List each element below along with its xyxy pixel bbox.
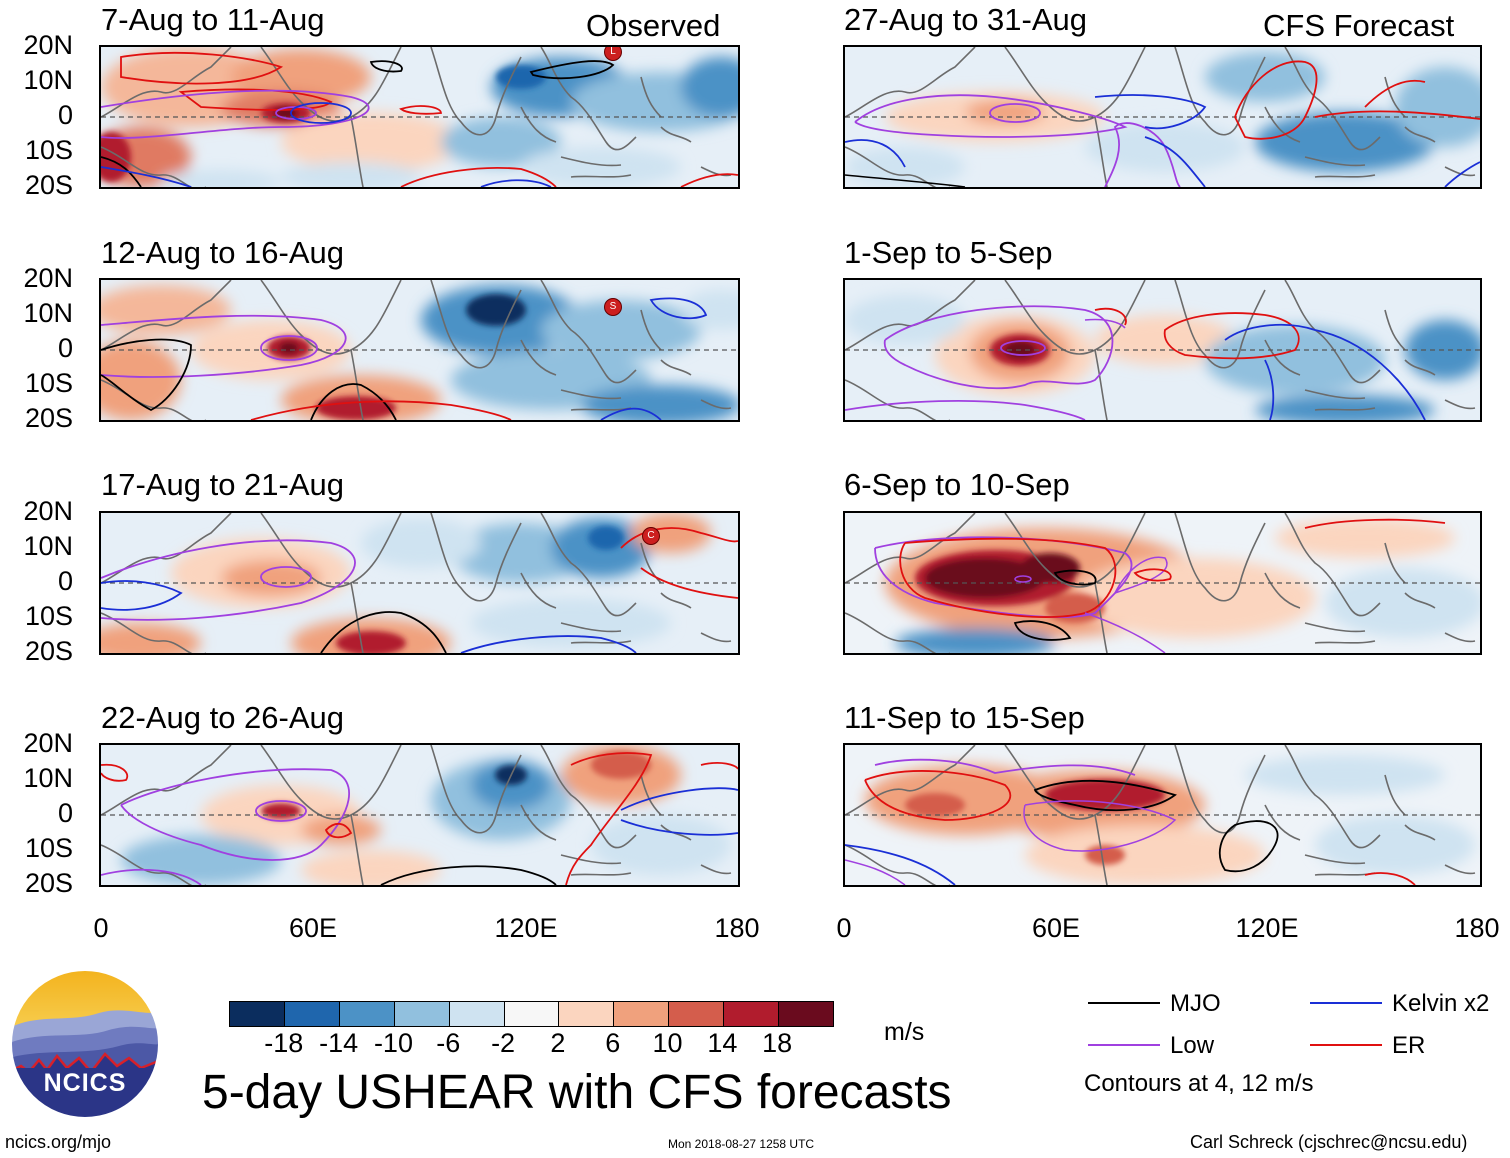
colorbar-tick-label: 14	[707, 1028, 738, 1058]
lat-label: 0	[57, 100, 73, 130]
map-panel-7	[843, 511, 1482, 655]
lat-label: 0	[57, 333, 73, 363]
lat-label: 10S	[24, 368, 73, 398]
panel-title-6: 1-Sep to 5-Sep	[844, 235, 1053, 270]
map-panel-1: L	[99, 45, 740, 189]
lat-label: 10N	[23, 65, 73, 95]
legend-line-low	[1088, 1044, 1160, 1046]
lat-label: 10S	[24, 833, 73, 863]
footer-credit: Carl Schreck (cjschrec@ncsu.edu)	[1190, 1132, 1468, 1152]
lat-label: 20N	[23, 30, 73, 60]
lat-label: 10N	[23, 531, 73, 561]
lat-label: 10S	[24, 601, 73, 631]
lat-label: 20N	[23, 263, 73, 293]
panel-title-2: 12-Aug to 16-Aug	[101, 235, 345, 270]
colorbar-unit: m/s	[884, 1018, 925, 1046]
colorbar-tick-label: -6	[436, 1028, 461, 1058]
lat-label: 10N	[23, 298, 73, 328]
lon-label: 120E	[1235, 913, 1299, 943]
legend-label-low: Low	[1170, 1032, 1215, 1059]
colorbar-swatch	[338, 1002, 394, 1026]
lat-label: 20S	[24, 868, 73, 898]
legend-line-kelvin	[1310, 1002, 1382, 1004]
storm-marker-S: S	[604, 298, 622, 316]
colorbar-swatch	[503, 1002, 559, 1026]
colorbar-tick-label: 6	[605, 1028, 621, 1058]
storm-marker-C: C	[642, 527, 660, 545]
lat-label: 20S	[24, 636, 73, 666]
lat-label: 10S	[24, 135, 73, 165]
legend-label-er: ER	[1392, 1032, 1426, 1059]
lon-label: 180	[1454, 913, 1500, 943]
lat-label: 0	[57, 566, 73, 596]
colorbar-swatch	[393, 1002, 449, 1026]
lon-label: 60E	[288, 913, 338, 943]
panel-title-3: 17-Aug to 21-Aug	[101, 467, 345, 502]
colorbar	[229, 1001, 834, 1027]
lat-label: 10N	[23, 763, 73, 793]
colorbar-tick-label: 10	[652, 1028, 683, 1058]
lon-label: 0	[836, 913, 852, 943]
panel-title-7: 6-Sep to 10-Sep	[844, 467, 1070, 502]
logo-text: NCICS	[43, 1069, 127, 1097]
legend-label-kelvin: Kelvin x2	[1392, 990, 1490, 1017]
colorbar-tick-label: -2	[491, 1028, 516, 1058]
colorbar-swatch	[613, 1002, 669, 1026]
colorbar-swatch	[283, 1002, 339, 1026]
panel-title-1: 7-Aug to 11-Aug	[101, 2, 325, 37]
observed-label: Observed	[586, 8, 721, 43]
legend: MJO Kelvin x2 Low ER	[1088, 990, 1508, 1090]
map-panel-4	[99, 743, 740, 887]
colorbar-tick-label: 18	[762, 1028, 793, 1058]
lon-label: 180	[714, 913, 760, 943]
colorbar-tick-label: -10	[373, 1028, 413, 1058]
map-panel-3: C	[99, 511, 740, 655]
map-panel-8	[843, 743, 1482, 887]
lat-label: 20N	[23, 496, 73, 526]
contour-note: Contours at 4, 12 m/s	[1084, 1070, 1314, 1097]
legend-label-mjo: MJO	[1170, 990, 1221, 1017]
colorbar-tick-label: 2	[550, 1028, 566, 1058]
colorbar-swatch	[668, 1002, 724, 1026]
legend-line-er	[1310, 1044, 1382, 1046]
lat-label: 20S	[24, 170, 73, 200]
map-panel-6	[843, 278, 1482, 422]
lat-label: 0	[57, 798, 73, 828]
lat-label: 20S	[24, 403, 73, 433]
footer-timestamp: Mon 2018-08-27 1258 UTC	[668, 1137, 815, 1151]
lat-label: 20N	[23, 728, 73, 758]
map-panel-2: S	[99, 278, 740, 422]
panel-title-5: 27-Aug to 31-Aug	[844, 2, 1088, 37]
panel-title-8: 11-Sep to 15-Sep	[844, 700, 1085, 735]
colorbar-tick-label: -14	[319, 1028, 359, 1058]
storm-marker-L: L	[604, 47, 622, 61]
map-panel-5	[843, 45, 1482, 189]
colorbar-swatch	[448, 1002, 504, 1026]
colorbar-swatch	[778, 1002, 833, 1026]
legend-line-mjo	[1088, 1002, 1160, 1004]
colorbar-swatch	[723, 1002, 779, 1026]
ncics-logo: NCICS	[9, 968, 161, 1120]
lon-label: 0	[93, 913, 109, 943]
lon-label: 120E	[494, 913, 558, 943]
lon-label: 60E	[1031, 913, 1081, 943]
colorbar-swatch	[230, 1002, 284, 1026]
colorbar-tick-label: -18	[264, 1028, 304, 1058]
main-title: 5-day USHEAR with CFS forecasts	[202, 1066, 952, 1119]
panel-title-4: 22-Aug to 26-Aug	[101, 700, 345, 735]
footer-url[interactable]: ncics.org/mjo	[5, 1132, 112, 1152]
cfs-forecast-label: CFS Forecast	[1263, 8, 1455, 43]
colorbar-swatch	[558, 1002, 614, 1026]
